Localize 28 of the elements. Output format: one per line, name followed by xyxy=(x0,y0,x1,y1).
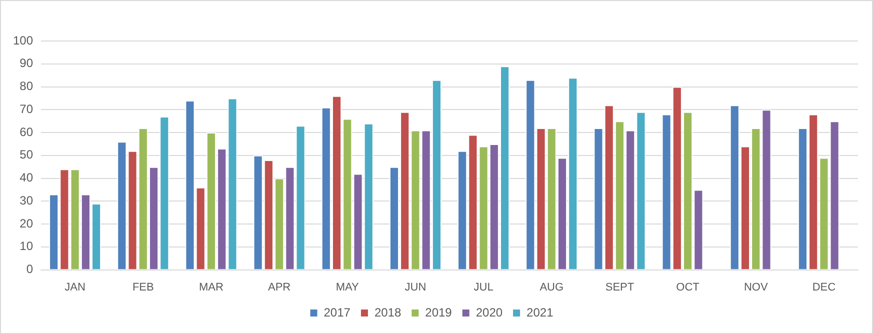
y-tick-label: 20 xyxy=(20,216,34,230)
legend-label: 2021 xyxy=(526,305,554,320)
x-tick-label: MAR xyxy=(199,281,224,294)
legend-label: 2017 xyxy=(324,305,351,320)
legend-label: 2020 xyxy=(476,305,503,320)
x-tick-label: JUN xyxy=(404,281,426,294)
x-tick-label: APR xyxy=(268,281,291,294)
y-tick-label: 0 xyxy=(26,262,34,276)
x-tick-label: SEPT xyxy=(605,281,634,294)
y-tick-label: 10 xyxy=(20,239,34,254)
y-tick-label: 30 xyxy=(20,193,34,208)
y-tick-label: 90 xyxy=(20,56,34,70)
x-tick-label: JUL xyxy=(474,281,494,294)
y-tick-label: 60 xyxy=(20,124,34,139)
x-tick-label: JAN xyxy=(64,281,86,294)
legend-label: 2018 xyxy=(374,305,402,320)
x-tick-label: FEB xyxy=(132,281,154,294)
y-tick-label: 40 xyxy=(20,170,34,185)
y-tick-label: 50 xyxy=(20,148,34,162)
x-tick-label: OCT xyxy=(676,281,700,294)
x-tick-label: NOV xyxy=(744,281,768,294)
x-tick-label: MAY xyxy=(336,281,360,294)
x-tick-label: AUG xyxy=(540,281,564,294)
legend-label: 2019 xyxy=(425,305,452,320)
x-tick-label: DEC xyxy=(812,281,836,294)
y-tick-label: 70 xyxy=(20,102,34,116)
y-tick-label: 80 xyxy=(20,79,34,94)
y-tick-label: 100 xyxy=(12,33,34,48)
